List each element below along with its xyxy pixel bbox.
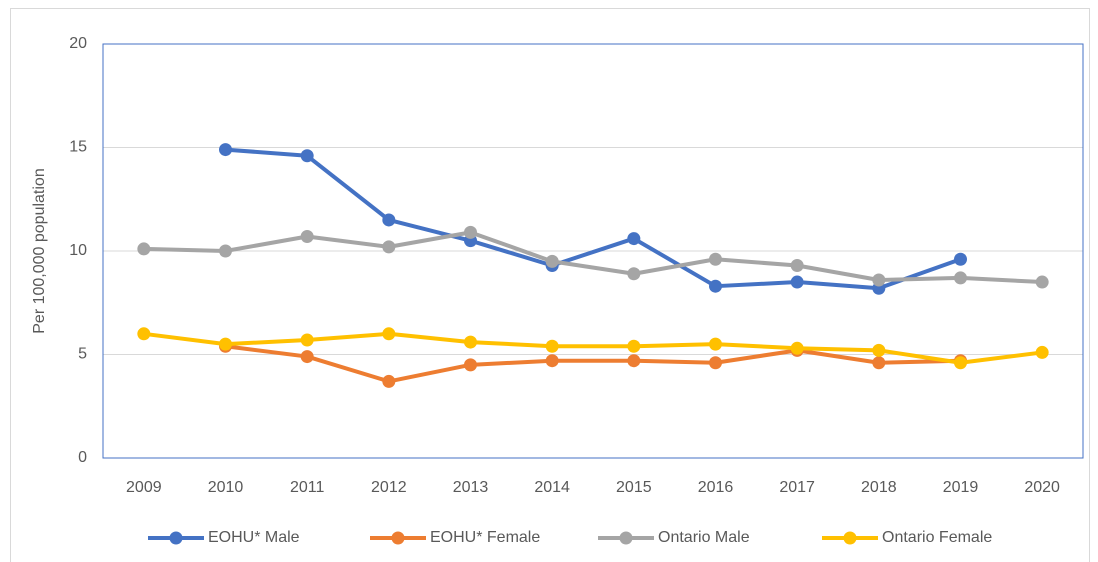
data-point <box>627 232 641 246</box>
data-point <box>872 356 886 370</box>
series-line <box>225 344 961 384</box>
data-point <box>464 335 477 349</box>
x-tick-label: 2017 <box>779 479 815 496</box>
data-point <box>872 343 886 357</box>
x-tick-label: 2015 <box>616 479 652 496</box>
data-point <box>219 337 232 351</box>
data-point <box>219 244 232 258</box>
legend-marker <box>391 531 405 545</box>
data-point <box>790 258 804 272</box>
x-tick-label: 2019 <box>943 479 979 496</box>
x-tick-label: 2013 <box>453 479 489 496</box>
data-point <box>137 327 151 341</box>
data-point <box>382 213 396 227</box>
x-tick-label: 2011 <box>290 479 325 496</box>
data-point <box>627 354 641 368</box>
y-tick-label: 5 <box>78 346 87 363</box>
legend-marker <box>843 531 857 545</box>
x-tick-label: 2012 <box>371 479 407 496</box>
data-point <box>627 339 641 353</box>
data-point <box>545 339 559 353</box>
x-tick-label: 2018 <box>861 479 897 496</box>
y-axis-label: Per 100,000 population <box>31 168 48 333</box>
data-point <box>790 341 804 355</box>
data-point <box>709 337 722 351</box>
data-point <box>300 350 314 364</box>
legend-label: EOHU* Female <box>430 529 540 546</box>
data-point <box>300 333 314 347</box>
x-tick-label: 2020 <box>1024 479 1060 496</box>
series-line <box>225 147 962 291</box>
chart-border <box>10 8 1090 562</box>
data-point <box>545 354 559 368</box>
series-line <box>143 230 1043 285</box>
data-point <box>627 267 641 281</box>
x-tick-label: 2009 <box>126 479 162 496</box>
data-point <box>954 252 967 266</box>
data-point <box>709 252 722 266</box>
data-point <box>1035 345 1049 359</box>
data-point <box>954 356 967 370</box>
y-tick-label: 15 <box>69 139 87 156</box>
series-line <box>143 331 1043 365</box>
legend-marker <box>619 531 633 545</box>
legend-label: EOHU* Male <box>208 529 300 546</box>
data-point <box>300 230 314 244</box>
legend-label: Ontario Male <box>658 529 750 546</box>
data-point <box>137 242 151 256</box>
data-point <box>382 374 396 388</box>
data-point <box>954 271 967 285</box>
data-point <box>709 279 722 293</box>
data-point <box>464 225 477 239</box>
data-point <box>219 143 232 157</box>
data-point <box>1035 275 1049 289</box>
data-point <box>872 273 886 287</box>
data-point <box>545 254 559 268</box>
legend-marker <box>169 531 183 545</box>
data-point <box>382 240 396 254</box>
data-point <box>300 149 314 163</box>
x-tick-label: 2016 <box>698 479 734 496</box>
y-tick-label: 20 <box>69 35 87 52</box>
y-tick-label: 0 <box>78 449 87 466</box>
plot-border <box>102 43 1084 459</box>
data-point <box>709 356 722 370</box>
data-point <box>464 358 477 372</box>
data-point <box>790 275 804 289</box>
x-tick-label: 2010 <box>208 479 244 496</box>
legend-label: Ontario Female <box>882 529 992 546</box>
y-tick-label: 10 <box>69 242 87 259</box>
data-point <box>382 327 396 341</box>
x-tick-label: 2014 <box>534 479 570 496</box>
